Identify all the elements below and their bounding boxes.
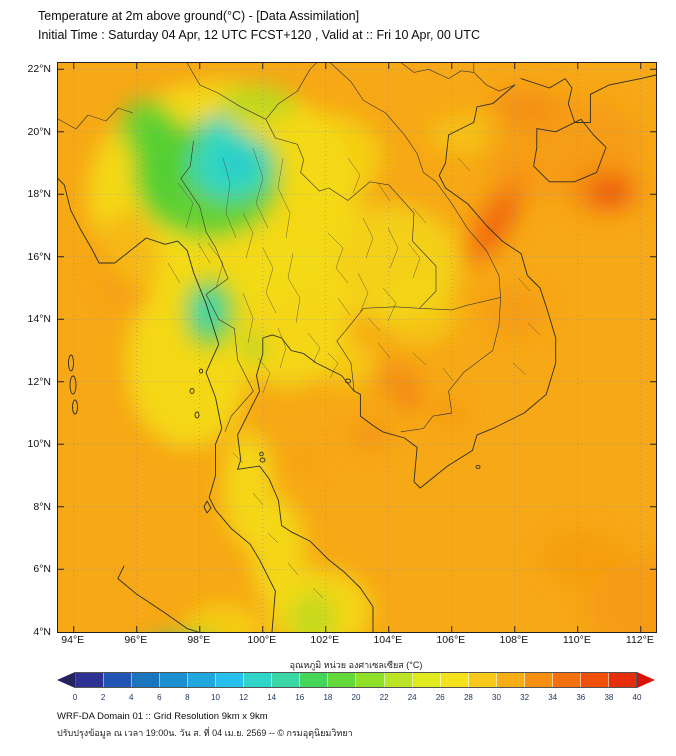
colorbar-tick-label: 4 bbox=[128, 693, 134, 702]
lat-tick-label: 12°N bbox=[27, 375, 51, 388]
colorbar-segment bbox=[496, 673, 525, 687]
lon-tick-label: 102°E bbox=[310, 634, 340, 646]
lat-tick-label: 10°N bbox=[27, 438, 51, 451]
lon-tick-label: 96°E bbox=[124, 634, 148, 646]
colorbar-segment bbox=[356, 673, 385, 687]
colorbar-tick-label: 34 bbox=[548, 693, 558, 702]
colorbar-segment bbox=[384, 673, 413, 687]
colorbar-segment bbox=[524, 673, 553, 687]
colorbar-label: อุณหภูมิ หน่วย องศาเซลเซียส (°C) bbox=[289, 660, 423, 670]
lon-tick-label: 100°E bbox=[247, 634, 277, 646]
lat-tick-label: 8°N bbox=[33, 500, 51, 513]
coastlines bbox=[58, 74, 656, 632]
colorbar-segment bbox=[608, 673, 636, 687]
colorbar-segment bbox=[160, 673, 189, 687]
lon-tick-label: 108°E bbox=[499, 634, 529, 646]
colorbar-tick-label: 40 bbox=[632, 693, 642, 702]
colorbar-left-arrow bbox=[57, 672, 75, 688]
colorbar-tick-label: 20 bbox=[351, 693, 361, 702]
temperature-field-map bbox=[58, 63, 656, 632]
colorbar-tick-label: 10 bbox=[211, 693, 220, 702]
colorbar-segment bbox=[188, 673, 217, 687]
lat-tick-label: 6°N bbox=[33, 563, 51, 576]
footer-update-info: ปรับปรุงข้อมูล ณ เวลา 19:00น. วัน ส. ที่… bbox=[57, 728, 353, 738]
colorbar-segment bbox=[440, 673, 469, 687]
colorbar-segment bbox=[328, 673, 357, 687]
lon-tick-label: 110°E bbox=[562, 634, 591, 646]
lon-tick-label: 104°E bbox=[373, 634, 403, 646]
colorbar-segment bbox=[412, 673, 441, 687]
axis-tick-marks bbox=[58, 63, 656, 632]
colorbar-tick-label: 38 bbox=[604, 693, 614, 702]
colorbar-tick-label: 28 bbox=[463, 693, 473, 702]
colorbar-tick-label: 12 bbox=[239, 693, 249, 702]
colorbar bbox=[57, 672, 655, 688]
colorbar-tick-label: 36 bbox=[576, 693, 586, 702]
colorbar-tick-label: 2 bbox=[100, 693, 106, 702]
lat-tick-label: 16°N bbox=[27, 250, 51, 263]
colorbar-tick-label: 8 bbox=[185, 693, 190, 702]
colorbar-right-arrow bbox=[637, 672, 655, 688]
colorbar-segment bbox=[552, 673, 581, 687]
lon-tick-label: 98°E bbox=[187, 634, 211, 646]
page-title: Temperature at 2m above ground(°C) - [Da… bbox=[38, 9, 360, 23]
lon-tick-label: 94°E bbox=[61, 634, 85, 646]
temperature-blobs bbox=[88, 81, 656, 632]
lat-tick-label: 20°N bbox=[27, 125, 51, 138]
colorbar-segment bbox=[468, 673, 497, 687]
colorbar-segment bbox=[300, 673, 329, 687]
colorbar-segment bbox=[216, 673, 245, 687]
colorbar-segment bbox=[580, 673, 609, 687]
colorbar-tick-label: 30 bbox=[492, 693, 501, 702]
colorbar-tick-label: 6 bbox=[157, 693, 162, 702]
footer-domain-info: WRF-DA Domain 01 :: Grid Resolution 9km … bbox=[57, 711, 268, 722]
colorbar-segment bbox=[76, 673, 105, 687]
lon-tick-label: 112°E bbox=[625, 634, 654, 646]
colorbar-segment bbox=[272, 673, 301, 687]
colorbar-tick-label: 0 bbox=[72, 693, 78, 702]
header: Temperature at 2m above ground(°C) - [Da… bbox=[38, 7, 480, 45]
colorbar-tick-label: 26 bbox=[435, 693, 445, 702]
colorbar-segment bbox=[104, 673, 133, 687]
colorbar-tick-label: 32 bbox=[520, 693, 530, 702]
map-frame bbox=[57, 62, 657, 633]
lat-tick-label: 22°N bbox=[27, 63, 51, 76]
lat-tick-label: 14°N bbox=[27, 313, 51, 326]
lon-tick-label: 106°E bbox=[436, 634, 466, 646]
colorbar-tick-label: 24 bbox=[407, 693, 417, 702]
lat-tick-label: 18°N bbox=[27, 188, 51, 201]
colorbar-tick-label: 14 bbox=[267, 693, 277, 702]
colorbar-tick-label: 22 bbox=[379, 693, 389, 702]
country-borders bbox=[58, 63, 515, 433]
page-subtitle: Initial Time : Saturday 04 Apr, 12 UTC F… bbox=[38, 28, 480, 42]
lat-tick-label: 4°N bbox=[33, 626, 51, 638]
colorbar-segment bbox=[132, 673, 161, 687]
colorbar-segment bbox=[244, 673, 273, 687]
lon-axis: 94°E 96°E 98°E 100°E 102°E 104°E 106°E 108°E 110… bbox=[57, 634, 655, 648]
lat-axis: 22°N 20°N 18°N 16°N 14°N 12°N 10°N 8°N 6°N 4°N bbox=[0, 63, 54, 638]
colorbar-tick-label: 18 bbox=[323, 693, 333, 702]
province-borders bbox=[167, 147, 541, 599]
colorbar-tick-label: 16 bbox=[295, 693, 305, 702]
colorbar-tick-labels: 0 2 4 6 8 10 12 14 16 18 20 22 24 26 28 30 32 34 36 38 40 bbox=[72, 693, 642, 705]
colorbar-body bbox=[75, 672, 637, 688]
